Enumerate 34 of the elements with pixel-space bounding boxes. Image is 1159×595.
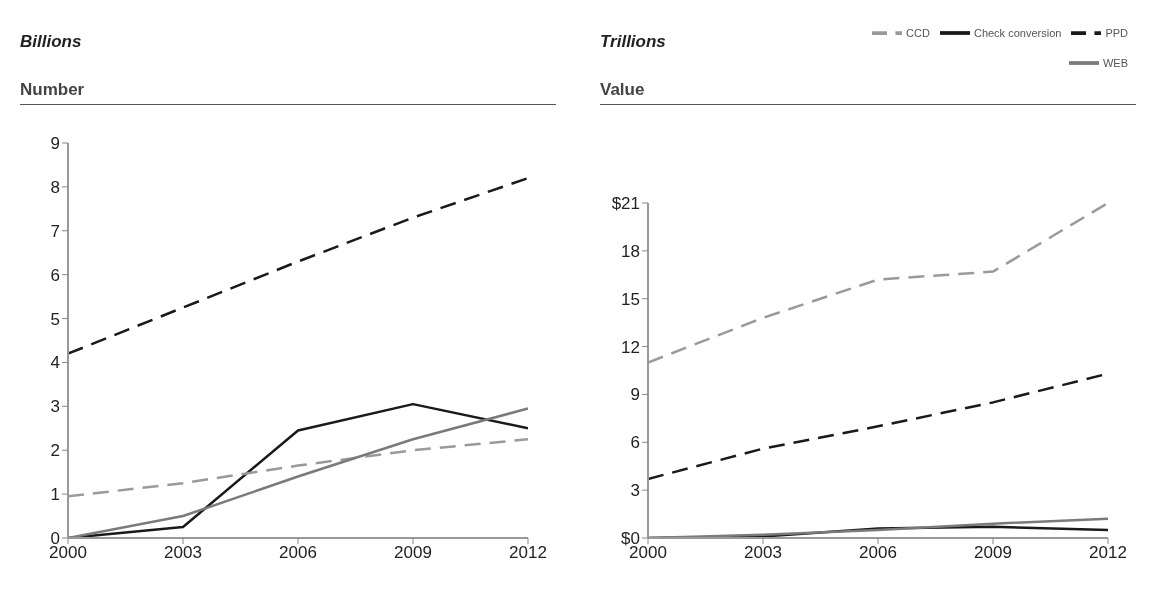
x-tick-label: 2009 (974, 543, 1012, 563)
y-tick-label: 8 (50, 177, 60, 197)
x-tick-label: 2006 (859, 543, 897, 563)
y-tick-label: 4 (50, 353, 60, 373)
legend-label: Check conversion (973, 27, 1062, 40)
x-tick-label: 2012 (1089, 543, 1127, 563)
x-tick-label: 2003 (744, 543, 782, 563)
x-tick-label: 2003 (164, 543, 202, 563)
y-tick-label: 3 (630, 481, 640, 501)
chart-subtitle: Number (20, 80, 556, 105)
y-tick-label: 7 (50, 221, 60, 241)
legend-label: CCD (906, 27, 930, 40)
chart-title: Billions (20, 32, 82, 52)
y-tick-label: 2 (50, 441, 60, 461)
x-tick-label: 2006 (279, 543, 317, 563)
y-tick-label: $21 (611, 194, 640, 214)
y-tick-label: 15 (621, 289, 640, 309)
y-tick-label: 12 (621, 337, 640, 357)
y-tick-label: 6 (50, 265, 60, 285)
y-tick-label: 9 (50, 134, 60, 154)
y-tick-label: 1 (50, 485, 60, 505)
y-tick-label: 9 (630, 385, 640, 405)
chart-title: Trillions (600, 32, 666, 52)
y-tick-label: 5 (50, 309, 60, 329)
x-tick-label: 2000 (629, 543, 667, 563)
y-tick-label: 18 (621, 241, 640, 261)
chart-subtitle: Value (600, 80, 1136, 105)
y-tick-label: 3 (50, 397, 60, 417)
line-series (68, 176, 528, 355)
x-tick-label: 2012 (509, 543, 547, 563)
legend-label: WEB (1102, 57, 1128, 70)
y-tick-label: 6 (630, 433, 640, 453)
x-tick-label: 2009 (394, 543, 432, 563)
legend-label: PPD (1105, 27, 1128, 40)
